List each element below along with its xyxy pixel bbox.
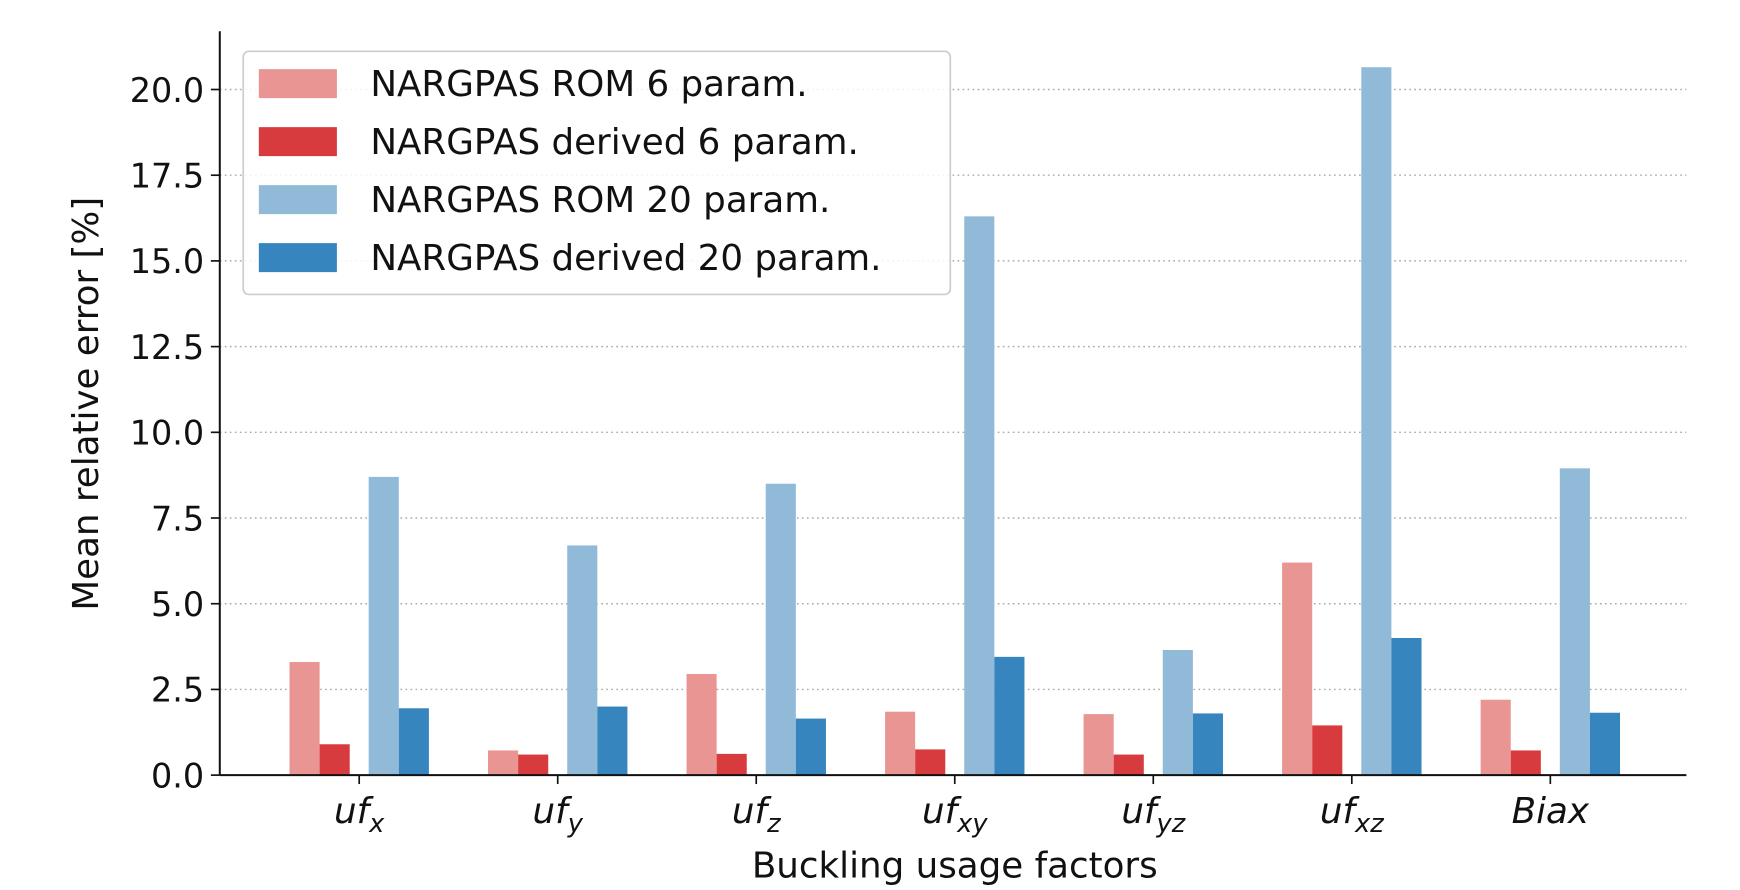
x-tick-label: ufy [533,791,584,839]
x-tick-label: ufxz [1320,791,1384,839]
x-tick-label-base: uf [334,791,375,832]
legend-label: NARGPAS ROM 6 param. [370,64,807,105]
legend-swatch [258,243,337,273]
bar [765,483,796,776]
bar [1361,67,1392,776]
bar [1113,754,1144,776]
x-tick-label: ufx [334,791,385,839]
x-tick-label: ufz [732,791,781,839]
bar [964,216,995,776]
bar [1162,649,1193,776]
bar [1391,638,1422,776]
bar [716,753,747,776]
bar [289,661,320,776]
y-tick-label: 17.5 [130,156,204,195]
bar [518,754,549,776]
legend-label: NARGPAS derived 6 param. [370,122,858,163]
y-tick-label: 15.0 [130,242,204,281]
x-tick-label: ufxy [922,791,988,839]
bar [1083,714,1114,776]
bar [1589,712,1621,776]
y-tick-label: 0.0 [151,756,204,795]
legend-box [242,50,952,296]
y-tick-label: 20.0 [130,71,204,110]
legend-label: NARGPAS derived 20 param. [370,238,881,279]
y-tick-label: 12.5 [130,328,204,367]
y-tick-label: 10.0 [130,414,204,453]
x-tick-label-sub: yz [1156,809,1186,839]
x-tick-label-sub: x [368,809,385,839]
bar [488,750,519,776]
bar [885,711,916,776]
x-tick-label-base: uf [1320,791,1361,832]
bar [686,673,717,776]
legend-label: NARGPAS ROM 20 param. [370,180,830,221]
bar [915,749,946,776]
legend-swatch [258,69,337,99]
y-tick-label: 7.5 [151,499,204,538]
x-tick-label-base: uf [732,791,773,832]
x-tick-label-base: uf [533,791,574,832]
bar [1282,562,1313,776]
bar [1510,750,1541,776]
x-tick-label-sub: xy [956,809,988,839]
legend-swatch [258,127,337,157]
x-tick-label-base: uf [922,791,963,832]
y-tick-label: 5.0 [151,585,204,624]
bar [795,718,826,776]
legend-swatch [258,185,337,215]
bar [597,706,628,776]
y-axis-label: Mean relative error [%] [66,197,107,611]
bar [1312,725,1343,776]
x-tick-label: ufyz [1121,791,1185,839]
bar [398,708,429,776]
bar [1192,713,1223,776]
bar [994,656,1025,776]
bar [567,545,598,776]
legend: NARGPAS ROM 6 param. NARGPAS derived 6 pa… [242,50,952,296]
bar [368,476,399,776]
x-tick-label-base: Biax [1512,791,1590,832]
bar [1559,468,1590,776]
bar [319,744,350,776]
x-axis-label: Buckling usage factors [752,846,1158,887]
x-tick-label-sub: xz [1354,809,1384,839]
x-tick-label-base: uf [1121,791,1162,832]
x-tick-label-sub: y [567,809,584,839]
x-tick-label: Biax [1512,791,1590,832]
x-tick-label-sub: z [766,809,781,839]
y-tick-label: 2.5 [151,671,204,710]
bar [1480,699,1511,776]
